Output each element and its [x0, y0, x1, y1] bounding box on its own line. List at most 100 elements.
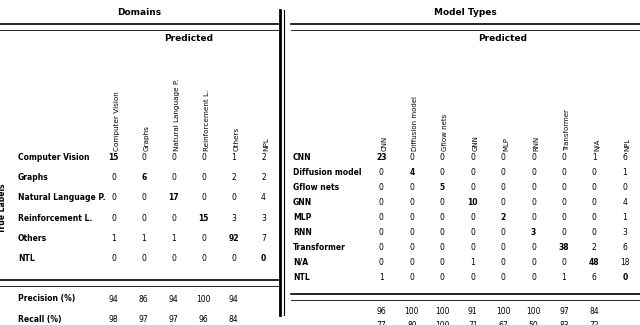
Text: 0: 0 — [500, 228, 506, 237]
Text: 0: 0 — [172, 214, 176, 223]
Text: Precision (%): Precision (%) — [18, 294, 76, 304]
Text: 94: 94 — [169, 294, 179, 304]
Text: 2: 2 — [592, 243, 596, 252]
Text: 0: 0 — [592, 213, 597, 222]
Text: 0: 0 — [622, 183, 627, 192]
Text: Gflow nets: Gflow nets — [442, 114, 448, 151]
Text: 0: 0 — [410, 243, 414, 252]
Text: 3: 3 — [231, 214, 236, 223]
Text: 0: 0 — [561, 183, 566, 192]
Text: 100: 100 — [435, 306, 449, 316]
Text: 0: 0 — [592, 183, 597, 192]
Text: 0: 0 — [410, 198, 414, 207]
Text: 0: 0 — [111, 254, 116, 263]
Text: 0: 0 — [410, 258, 414, 267]
Text: 96: 96 — [198, 315, 209, 324]
Text: 15: 15 — [198, 214, 209, 223]
Text: 0: 0 — [379, 198, 384, 207]
Text: 0: 0 — [440, 258, 445, 267]
Text: 100: 100 — [404, 306, 419, 316]
Text: 0: 0 — [141, 214, 146, 223]
Text: 0: 0 — [440, 273, 445, 282]
Text: 1: 1 — [141, 234, 146, 243]
Text: 2: 2 — [500, 213, 506, 222]
Text: 0: 0 — [440, 198, 445, 207]
Text: 0: 0 — [561, 228, 566, 237]
Text: 0: 0 — [531, 243, 536, 252]
Text: 0: 0 — [470, 213, 475, 222]
Text: GNN: GNN — [473, 135, 479, 151]
Text: 7: 7 — [261, 234, 266, 243]
Text: 48: 48 — [589, 258, 600, 267]
Text: 4: 4 — [622, 198, 627, 207]
Text: NTL: NTL — [293, 273, 310, 282]
Text: 97: 97 — [559, 306, 569, 316]
Text: 0: 0 — [561, 153, 566, 162]
Text: 97: 97 — [139, 315, 148, 324]
Text: 94: 94 — [109, 294, 118, 304]
Text: 1: 1 — [172, 234, 176, 243]
Text: 0: 0 — [141, 153, 146, 162]
Text: N/A: N/A — [293, 258, 308, 267]
Text: 0: 0 — [379, 213, 384, 222]
Text: 0: 0 — [470, 153, 475, 162]
Text: GNN: GNN — [293, 198, 312, 207]
Text: 0: 0 — [561, 258, 566, 267]
Text: RNN: RNN — [293, 228, 312, 237]
Text: Graphs: Graphs — [144, 125, 150, 151]
Text: 1: 1 — [470, 258, 475, 267]
Text: 86: 86 — [139, 294, 148, 304]
Text: Reinforcement L.: Reinforcement L. — [204, 90, 209, 151]
Text: Computer Vision: Computer Vision — [18, 153, 90, 162]
Text: 50: 50 — [529, 321, 538, 325]
Text: 0: 0 — [531, 153, 536, 162]
Text: 0: 0 — [379, 168, 384, 177]
Text: 97: 97 — [169, 315, 179, 324]
Text: 0: 0 — [172, 153, 176, 162]
Text: 100: 100 — [196, 294, 211, 304]
Text: 18: 18 — [620, 258, 630, 267]
Text: 0: 0 — [561, 213, 566, 222]
Text: 0: 0 — [141, 254, 146, 263]
Text: 0: 0 — [141, 193, 146, 202]
Text: 0: 0 — [379, 243, 384, 252]
Text: 0: 0 — [531, 183, 536, 192]
Text: 80: 80 — [407, 321, 417, 325]
Text: 0: 0 — [500, 258, 506, 267]
Text: Transformer: Transformer — [293, 243, 346, 252]
Text: 0: 0 — [470, 168, 475, 177]
Text: 0: 0 — [500, 198, 506, 207]
Text: 0: 0 — [201, 153, 206, 162]
Text: 5: 5 — [440, 183, 445, 192]
Text: 0: 0 — [440, 228, 445, 237]
Text: Others: Others — [18, 234, 47, 243]
Text: 84: 84 — [228, 315, 238, 324]
Text: NTL: NTL — [18, 254, 35, 263]
Text: 71: 71 — [468, 321, 477, 325]
Text: 0: 0 — [531, 258, 536, 267]
Text: Graphs: Graphs — [18, 173, 49, 182]
Text: 100: 100 — [526, 306, 541, 316]
Text: 1: 1 — [561, 273, 566, 282]
Text: 10: 10 — [467, 198, 478, 207]
Text: 77: 77 — [376, 321, 387, 325]
Text: 0: 0 — [111, 173, 116, 182]
Text: 1: 1 — [231, 153, 236, 162]
Text: Predicted: Predicted — [479, 34, 527, 43]
Text: 1: 1 — [379, 273, 384, 282]
Text: 0: 0 — [440, 168, 445, 177]
Text: N/A: N/A — [595, 139, 600, 151]
Text: 0: 0 — [201, 173, 206, 182]
Text: 0: 0 — [410, 213, 414, 222]
Text: Reinforcement L.: Reinforcement L. — [18, 214, 92, 223]
Text: 0: 0 — [410, 153, 414, 162]
Text: 3: 3 — [622, 228, 627, 237]
Text: 0: 0 — [440, 213, 445, 222]
Text: 0: 0 — [592, 228, 597, 237]
Text: 0: 0 — [379, 258, 384, 267]
Text: 6: 6 — [592, 273, 597, 282]
Text: Computer Vision: Computer Vision — [114, 91, 120, 151]
Text: 0: 0 — [500, 273, 506, 282]
Text: Diffusion model: Diffusion model — [293, 168, 362, 177]
Text: 0: 0 — [172, 254, 176, 263]
